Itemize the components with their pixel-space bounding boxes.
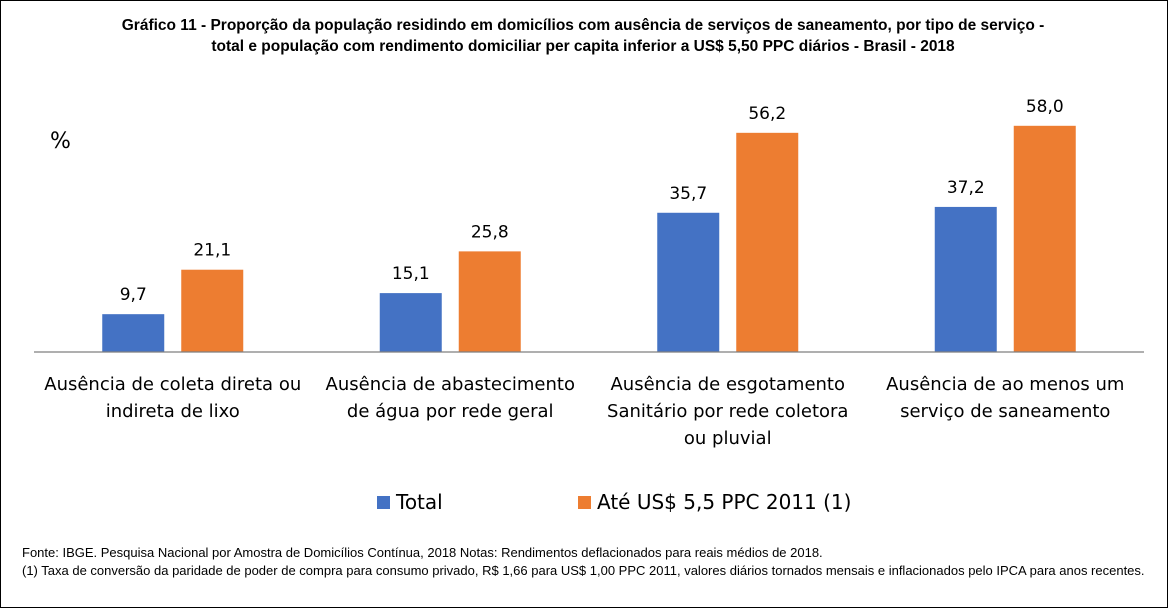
category-label-3-line-1: Ausência de esgotamento — [610, 374, 845, 395]
category-label-1-line-2: indireta de lixo — [106, 401, 240, 422]
data-label-ate-us-3: 56,2 — [748, 104, 786, 124]
legend-swatch-ate-us — [578, 495, 591, 509]
footer-note: (1) Taxa de conversão da paridade de pod… — [22, 562, 1145, 578]
footer-notes: Fonte: IBGE. Pesquisa Nacional por Amost… — [22, 544, 1152, 579]
category-label-1-line-1: Ausência de coleta direta ou — [44, 374, 301, 395]
legend: Total Até US$ 5,5 PPC 2011 (1) — [0, 490, 1166, 520]
legend-label-ate-us: Até US$ 5,5 PPC 2011 (1) — [597, 490, 852, 514]
bar-ate-us-2 — [458, 251, 521, 352]
bar-total-4 — [934, 206, 997, 352]
legend-item-total: Total — [377, 490, 443, 514]
category-label-3-line-3: ou pluvial — [684, 428, 772, 449]
legend-swatch-total — [377, 495, 390, 509]
data-label-total-2: 15,1 — [392, 264, 430, 284]
category-label-2-line-1: Ausência de abastecimento — [326, 374, 575, 395]
legend-label-total: Total — [396, 490, 443, 514]
chart-title-line-2: total e população com rendimento domicil… — [211, 38, 955, 55]
data-label-total-3: 35,7 — [669, 184, 707, 204]
legend-item-ate-us: Até US$ 5,5 PPC 2011 (1) — [578, 490, 851, 514]
footer-source: Fonte: IBGE. Pesquisa Nacional por Amost… — [22, 545, 823, 560]
category-label-3-line-2: Sanitário por rede coletora — [607, 401, 848, 422]
category-label-4-line-1: Ausência de ao menos um — [886, 374, 1124, 395]
data-label-ate-us-4: 58,0 — [1026, 97, 1064, 117]
bars-layer: 9,7 21,1 15,1 25,8 35,7 56,2 37,2 58,0 — [102, 97, 1076, 352]
data-label-total-1: 9,7 — [120, 285, 147, 305]
bar-total-2 — [379, 293, 442, 352]
bar-total-1 — [102, 314, 165, 352]
data-label-ate-us-2: 25,8 — [471, 222, 509, 242]
category-labels: Ausência de coleta direta ou indireta de … — [44, 374, 1124, 449]
y-axis-unit-label: % — [50, 129, 71, 154]
chart-title: Gráfico 11 - Proporção da população resi… — [0, 15, 1166, 57]
bar-total-3 — [657, 212, 720, 352]
chart-title-line-1: Gráfico 11 - Proporção da população resi… — [121, 17, 1045, 34]
bar-ate-us-4 — [1013, 125, 1076, 352]
category-label-4-line-2: serviço de saneamento — [900, 401, 1110, 422]
bar-ate-us-1 — [181, 269, 244, 352]
bar-ate-us-3 — [736, 132, 799, 352]
category-label-2-line-2: de água por rede geral — [347, 401, 554, 422]
data-label-total-4: 37,2 — [947, 178, 985, 198]
data-label-ate-us-1: 21,1 — [193, 241, 231, 261]
